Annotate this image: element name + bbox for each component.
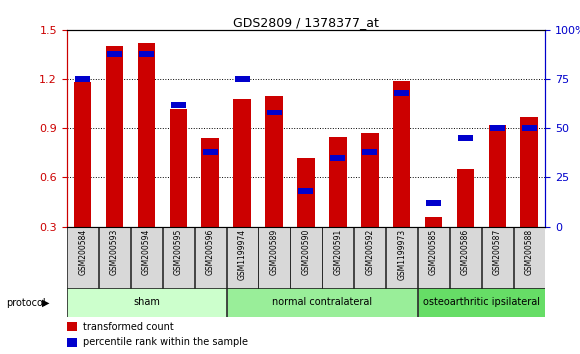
Bar [67, 227, 98, 289]
Bar [137, 43, 155, 227]
Text: GSM200588: GSM200588 [525, 228, 534, 275]
Bar [354, 227, 385, 289]
Bar [361, 133, 379, 227]
Bar [131, 227, 162, 289]
Bar [322, 227, 353, 289]
Text: GSM200592: GSM200592 [365, 228, 374, 275]
Bar [522, 125, 536, 131]
Bar [418, 288, 545, 317]
Bar [67, 322, 77, 331]
Bar [482, 227, 513, 289]
Bar [75, 76, 90, 82]
Title: GDS2809 / 1378377_at: GDS2809 / 1378377_at [233, 16, 379, 29]
Bar [362, 149, 377, 155]
Text: GSM200584: GSM200584 [78, 228, 87, 275]
Bar [426, 200, 441, 206]
Text: GSM1199973: GSM1199973 [397, 228, 406, 280]
Bar [331, 155, 345, 161]
Text: GSM200586: GSM200586 [461, 228, 470, 275]
Bar [169, 109, 187, 227]
Bar [386, 227, 417, 289]
Bar [488, 125, 506, 227]
Bar [107, 51, 122, 57]
Text: GSM200587: GSM200587 [493, 228, 502, 275]
Bar [393, 81, 411, 227]
Text: GSM200591: GSM200591 [334, 228, 342, 275]
Bar [227, 288, 417, 317]
Bar [163, 227, 194, 289]
Bar [490, 125, 505, 131]
Bar [514, 227, 545, 289]
Text: percentile rank within the sample: percentile rank within the sample [84, 337, 248, 348]
Bar [227, 227, 258, 289]
Text: normal contralateral: normal contralateral [272, 297, 372, 307]
Text: GSM1199974: GSM1199974 [238, 228, 246, 280]
Bar [265, 96, 283, 227]
Text: osteoarthritic ipsilateral: osteoarthritic ipsilateral [423, 297, 540, 307]
Text: GSM200589: GSM200589 [270, 228, 278, 275]
Bar [233, 99, 251, 227]
Bar [418, 227, 449, 289]
Text: ▶: ▶ [42, 298, 49, 308]
Text: sham: sham [133, 297, 160, 307]
Bar [297, 158, 315, 227]
Bar [171, 102, 186, 108]
Bar [458, 135, 473, 141]
Bar [456, 169, 474, 227]
Bar [67, 338, 77, 347]
Text: GSM200595: GSM200595 [174, 228, 183, 275]
Bar [106, 46, 124, 227]
Text: GSM200594: GSM200594 [142, 228, 151, 275]
Text: GSM200593: GSM200593 [110, 228, 119, 275]
Bar [299, 188, 313, 194]
Bar [139, 51, 154, 57]
Text: transformed count: transformed count [84, 321, 174, 332]
Text: GSM200596: GSM200596 [206, 228, 215, 275]
Text: GSM200590: GSM200590 [302, 228, 310, 275]
Bar [74, 82, 92, 227]
Bar [99, 227, 130, 289]
Bar [425, 217, 443, 227]
Bar [203, 149, 218, 155]
Bar [201, 138, 219, 227]
Bar [394, 90, 409, 96]
Bar [67, 288, 226, 317]
Bar [291, 227, 321, 289]
Bar [259, 227, 289, 289]
Bar [329, 137, 347, 227]
Text: protocol: protocol [6, 298, 45, 308]
Bar [520, 117, 538, 227]
Bar [450, 227, 481, 289]
Text: GSM200585: GSM200585 [429, 228, 438, 275]
Bar [195, 227, 226, 289]
Bar [267, 110, 281, 115]
Bar [235, 76, 249, 82]
